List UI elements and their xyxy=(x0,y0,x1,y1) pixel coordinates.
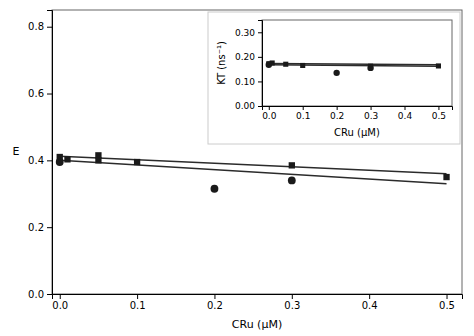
tick: 0.1 xyxy=(296,106,310,121)
tick-mark xyxy=(269,106,270,110)
axis-line xyxy=(53,295,463,300)
circle-marker xyxy=(367,65,373,71)
tick-label: 0.0 xyxy=(52,300,68,311)
square-marker xyxy=(300,63,305,68)
x-axis: 0.0 0.1 0.2 0.3 0.4 0.5 xyxy=(262,106,452,121)
tick: 0.3 xyxy=(364,106,378,121)
circle-marker xyxy=(266,62,272,68)
tick: 0.4 xyxy=(362,294,378,311)
plot-frame xyxy=(52,10,462,294)
tick-label: 0.0 xyxy=(262,111,277,121)
tick-mark xyxy=(47,27,52,28)
y-axis-title: E xyxy=(13,145,20,158)
tick-mark xyxy=(258,81,262,82)
tick-label: 0.1 xyxy=(296,111,310,121)
tick-label: 0.2 xyxy=(28,222,44,233)
fit-line xyxy=(60,156,447,173)
tick-label: 0.4 xyxy=(28,155,44,166)
square-marker xyxy=(289,162,295,168)
square-marker xyxy=(443,174,449,180)
tick: 0.0 xyxy=(28,289,52,300)
tick-mark xyxy=(371,106,372,110)
y-axis: 0.0 0.2 0.4 0.6 0.8 xyxy=(28,11,52,300)
y-axis-title: KT (ns⁻¹) xyxy=(216,41,227,85)
plot-area xyxy=(56,152,450,192)
main-chart: 0.0 0.1 0.2 0.3 0.4 0.5 0.0 0.2 0.4 0.6 0.8 CRu (μM… xyxy=(13,10,463,331)
tick-mark xyxy=(47,160,52,161)
tick: 0.0 xyxy=(52,294,68,311)
tick-mark xyxy=(258,57,262,58)
tick-mark xyxy=(47,94,52,95)
tick-label: 0.0 xyxy=(28,289,44,300)
tick: 0.8 xyxy=(28,21,52,32)
tick: 0.2 xyxy=(330,106,344,121)
tick-label: 0.2 xyxy=(330,111,344,121)
inset-chart: 0.0 0.1 0.2 0.3 0.4 0.5 0.00 0.10 0.20 0.30 CRu (μ… xyxy=(208,12,460,144)
y-axis: 0.00 0.10 0.20 0.30 xyxy=(235,21,263,112)
tick-mark xyxy=(303,106,304,110)
tick-label: 0.5 xyxy=(432,111,446,121)
x-axis-title: CRu (μM) xyxy=(334,127,380,138)
square-marker xyxy=(95,157,101,163)
tick-mark xyxy=(369,294,370,299)
tick-label: 0.20 xyxy=(235,52,255,62)
tick: 0.0 xyxy=(262,106,277,121)
tick-label: 0.30 xyxy=(235,28,255,38)
tick-mark xyxy=(137,294,138,299)
circle-marker xyxy=(333,70,339,76)
square-marker xyxy=(436,63,441,68)
tick-mark xyxy=(47,227,52,228)
fit-line xyxy=(269,65,439,66)
tick-label: 0.8 xyxy=(28,21,44,32)
tick: 0.00 xyxy=(235,101,262,111)
tick-label: 0.1 xyxy=(130,300,146,311)
circle-marker xyxy=(288,176,296,184)
tick-label: 0.4 xyxy=(398,111,413,121)
tick: 0.5 xyxy=(439,294,455,311)
tick-mark xyxy=(258,32,262,33)
tick-mark xyxy=(405,106,406,110)
tick: 0.10 xyxy=(235,77,262,87)
tick-mark xyxy=(447,294,448,299)
tick-mark xyxy=(60,294,61,299)
tick-label: 0.5 xyxy=(439,300,455,311)
tick: 0.5 xyxy=(432,106,446,121)
tick-label: 0.6 xyxy=(28,88,44,99)
tick-mark xyxy=(438,106,439,110)
tick-label: 0.00 xyxy=(235,101,255,111)
tick: 0.2 xyxy=(28,222,52,233)
square-marker xyxy=(283,62,288,67)
tick-label: 0.10 xyxy=(235,77,255,87)
tick-mark xyxy=(258,106,262,107)
tick-mark xyxy=(47,294,52,295)
tick-mark xyxy=(214,294,215,299)
plot-area xyxy=(266,60,441,76)
tick: 0.1 xyxy=(130,294,146,311)
circle-marker xyxy=(211,185,219,193)
tick-label: 0.3 xyxy=(364,111,378,121)
tick-label: 0.2 xyxy=(207,300,223,311)
tick-mark xyxy=(292,294,293,299)
axis-line xyxy=(263,107,453,111)
tick: 0.30 xyxy=(235,28,262,38)
square-marker xyxy=(134,159,140,165)
fit-line xyxy=(60,160,447,183)
x-axis-title: CRu (μM) xyxy=(232,318,282,331)
tick: 0.20 xyxy=(235,52,262,62)
circle-marker xyxy=(56,158,64,166)
tick: 0.3 xyxy=(284,294,300,311)
tick: 0.4 xyxy=(28,155,52,166)
tick-label: 0.3 xyxy=(284,300,300,311)
chart: 0.0 0.1 0.2 0.3 0.4 0.5 0.0 0.2 0.4 0.6 0.8 CRu (μM… xyxy=(0,0,474,336)
tick: 0.6 xyxy=(28,88,52,99)
tick-label: 0.4 xyxy=(362,300,378,311)
square-marker xyxy=(64,156,70,162)
inset-background xyxy=(208,12,460,144)
plot-frame xyxy=(262,20,452,106)
x-axis: 0.0 0.1 0.2 0.3 0.4 0.5 xyxy=(52,294,462,311)
tick: 0.2 xyxy=(207,294,223,311)
tick: 0.4 xyxy=(398,106,413,121)
tick-mark xyxy=(337,106,338,110)
